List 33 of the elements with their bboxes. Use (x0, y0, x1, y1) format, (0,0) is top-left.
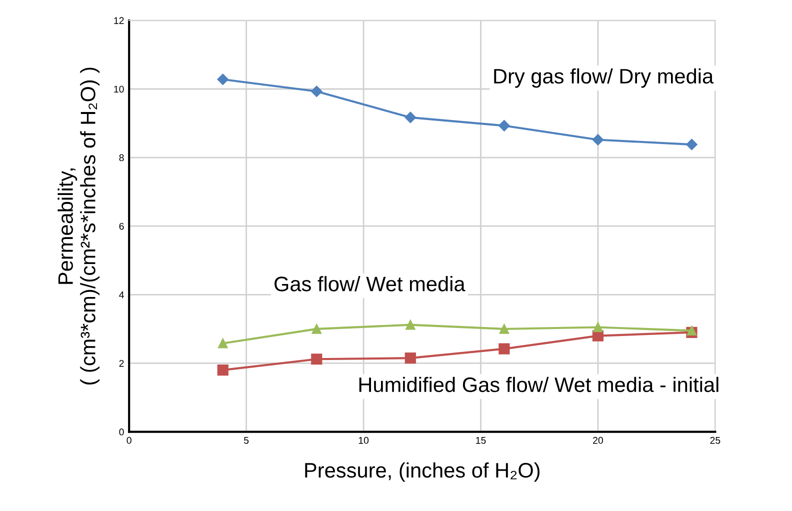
y-tick-label: 8 (119, 154, 124, 162)
y-tick-label: 6 (119, 222, 124, 230)
point (217, 74, 228, 86)
x-tick-label: 5 (244, 437, 249, 444)
x-axis-title: Pressure, (inches of H₂O) (305, 462, 540, 482)
point (593, 322, 603, 332)
point (498, 120, 510, 132)
x-tick-label: 15 (476, 437, 486, 444)
point (686, 138, 698, 150)
y-tick-label: 4 (119, 292, 124, 298)
point (404, 112, 416, 124)
y-tick-label: 12 (114, 17, 124, 24)
y-tick-label: 2 (119, 360, 124, 367)
point (499, 324, 510, 334)
point (311, 86, 322, 98)
y-axis-title: Permeability, ( (cm³*cm)/(cm²*s*inches of H₂O) ) (58, 68, 100, 385)
point (406, 320, 416, 330)
x-tick-label: 20 (593, 436, 603, 444)
point (311, 354, 322, 365)
point (498, 343, 510, 354)
series-label: Dry gas flow/ Dry media (494, 68, 714, 88)
x-tick-label: 10 (358, 436, 369, 444)
point (218, 338, 228, 348)
point (312, 324, 322, 334)
series-label: Gas flow/ Wet media (274, 276, 466, 292)
point (592, 134, 604, 146)
y-tick-label: 0 (119, 428, 124, 436)
series-label: Humidified Gas flow/ Wet media - initial (359, 376, 718, 392)
x-tick-label: 0 (126, 436, 132, 444)
y-tick-label: 10 (114, 86, 124, 93)
point (404, 352, 416, 364)
x-tick-label: 25 (710, 436, 720, 444)
point (217, 364, 228, 376)
